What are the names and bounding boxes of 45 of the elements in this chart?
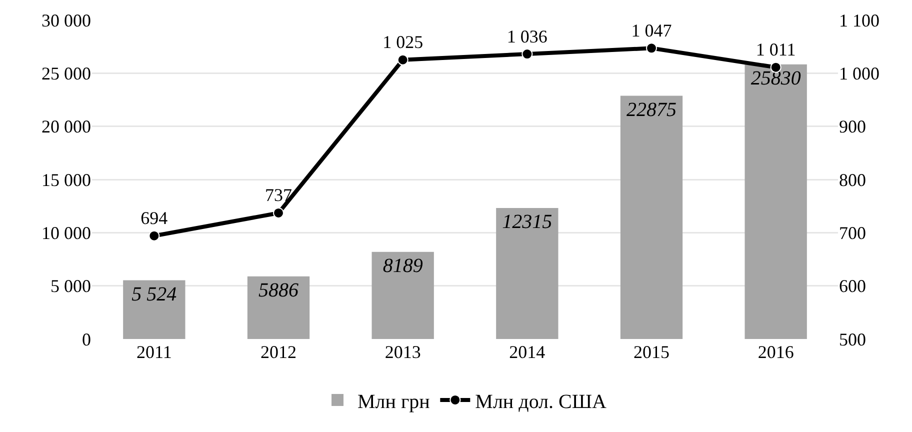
- y2-tick-label: 800: [839, 170, 866, 190]
- point: [148, 230, 160, 242]
- point: [397, 54, 408, 66]
- y2-tick-label: 600: [839, 276, 866, 296]
- y-tick-label: 10 000: [42, 222, 91, 243]
- data-label: 1 025: [382, 32, 424, 52]
- y-tick-label: 20 000: [42, 116, 91, 137]
- y-tick-label: 15 000: [42, 170, 91, 190]
- x-tick-label: 2015: [634, 342, 670, 362]
- data-label: 5886: [258, 279, 298, 302]
- x-tick-label: 2016: [758, 342, 794, 362]
- y-tick-label: 30 000: [42, 10, 91, 30]
- x-tick-label: 2012: [260, 342, 296, 362]
- data-label: 25830: [750, 67, 801, 90]
- data-label: 694: [140, 208, 168, 228]
- y2-tick-label: 1 000: [839, 63, 880, 84]
- bar: [620, 96, 683, 339]
- data-label: 1 036: [506, 26, 548, 46]
- x-tick-label: 2011: [136, 342, 172, 362]
- x-tick-label: 2013: [384, 342, 421, 362]
- data-label: 1 011: [756, 40, 796, 60]
- y-tick-label: 0: [82, 329, 91, 350]
- y-tick-label: 5 000: [50, 276, 91, 296]
- x-tick-label: 2014: [509, 342, 546, 362]
- bar: [123, 280, 186, 339]
- data-label: 5 524: [132, 283, 177, 306]
- data-label: 1 047: [631, 20, 672, 40]
- bar: [496, 208, 558, 339]
- y2-tick-label: 500: [839, 329, 866, 350]
- data-label: 737: [265, 185, 292, 206]
- y-tick-label: 25 000: [42, 63, 91, 84]
- data-label: 22875: [626, 98, 676, 121]
- bar: [744, 64, 807, 339]
- y2-tick-label: 1 100: [839, 10, 880, 30]
- y2-tick-label: 900: [839, 116, 866, 137]
- y2-tick-label: 700: [839, 222, 866, 243]
- legend-label: Млн грн: [358, 390, 430, 413]
- data-label: 12315: [502, 211, 552, 234]
- point: [273, 207, 284, 218]
- bar: [247, 276, 310, 339]
- point: [522, 48, 533, 60]
- point: [646, 42, 657, 54]
- data-label: 8189: [382, 254, 423, 277]
- legend-label: Млн дол. США: [475, 390, 608, 413]
- bar: [372, 252, 434, 339]
